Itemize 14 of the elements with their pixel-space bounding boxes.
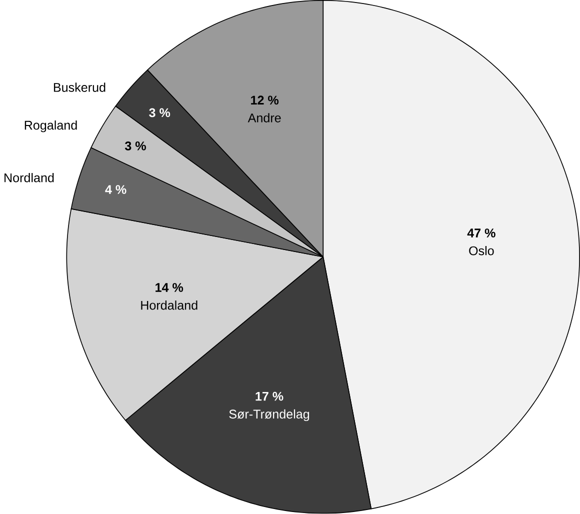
- slice-label: Andre: [248, 113, 281, 122]
- slice-label: Nordland: [4, 173, 54, 182]
- data-label: 17 %: [256, 392, 284, 401]
- slice-label: Buskerud: [54, 82, 106, 92]
- slice-label: Hordaland: [141, 300, 198, 310]
- slice-label: Rogaland: [24, 120, 77, 132]
- data-label: 14 %: [156, 283, 184, 292]
- data-label: 3 %: [149, 108, 170, 118]
- slice-label: Oslo: [469, 246, 494, 256]
- data-label: 12 %: [251, 96, 279, 105]
- slice-label: Sør-Trøndelag: [229, 409, 310, 422]
- data-label: 3 %: [124, 142, 146, 150]
- data-label: 4 %: [105, 185, 126, 194]
- data-label: 47 %: [467, 228, 496, 238]
